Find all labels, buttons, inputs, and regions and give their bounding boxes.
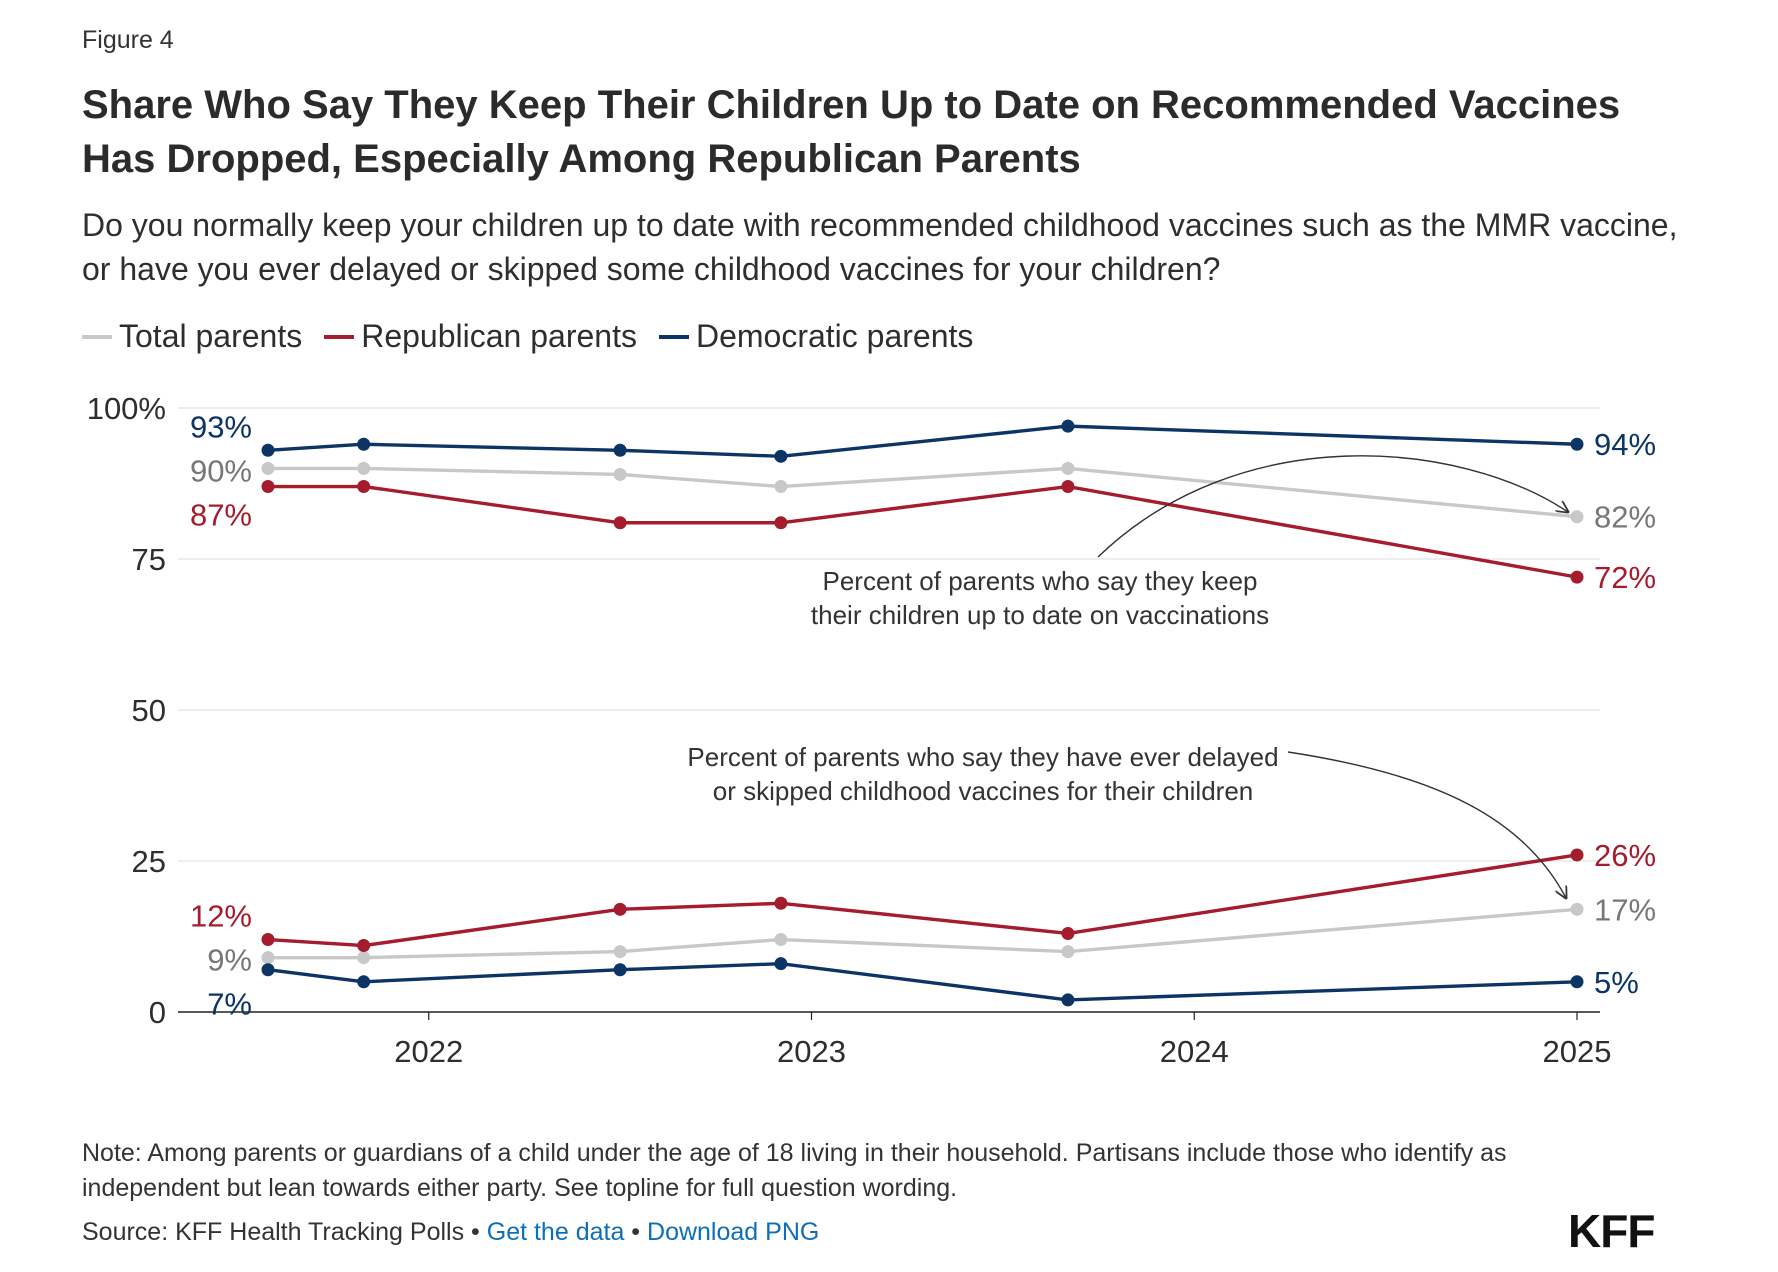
y-tick-label-75: 75	[132, 542, 166, 577]
data-point-up_to_date-republican-5	[1570, 570, 1584, 584]
series-line-delayed-total	[268, 907, 1578, 960]
start-label-up_to_date-total: 90%	[190, 453, 252, 488]
data-point-delayed-republican-5	[1570, 848, 1584, 862]
data-point-up_to_date-total-2	[613, 467, 627, 481]
source-separator-1: •	[464, 1218, 487, 1246]
data-point-up_to_date-democratic-3	[774, 449, 788, 463]
data-point-delayed-total-2	[613, 945, 627, 959]
legend-swatch-total	[82, 334, 112, 339]
chart-subtitle: Do you normally keep your children up to…	[82, 207, 1678, 287]
series-line-up_to_date-democratic	[267, 424, 1578, 459]
data-point-delayed-democratic-3	[774, 957, 788, 971]
data-point-delayed-democratic-0	[261, 963, 275, 977]
series-line-delayed-republican	[267, 853, 1578, 948]
data-point-delayed-republican-1	[357, 939, 371, 953]
data-point-up_to_date-democratic-5	[1570, 437, 1584, 451]
data-point-up_to_date-total-0	[261, 461, 275, 475]
legend-label-total: Total parents	[119, 318, 303, 354]
data-point-up_to_date-republican-3	[774, 516, 788, 530]
data-point-delayed-democratic-2	[613, 963, 627, 977]
end-label-delayed-total: 17%	[1594, 892, 1656, 927]
start-label-up_to_date-republican: 87%	[190, 497, 252, 532]
start-label-up_to_date-democratic: 93%	[190, 409, 252, 444]
data-point-up_to_date-total-4	[1061, 461, 1075, 475]
y-tick-label-50: 50	[132, 693, 166, 728]
series-line-up_to_date-total	[268, 466, 1578, 519]
annotation-arrow-delayed	[1287, 751, 1566, 898]
data-point-delayed-republican-2	[613, 902, 627, 916]
source-text: Source: KFF Health Tracking Polls	[82, 1218, 465, 1246]
x-tick-label-2023: 2023	[777, 1034, 846, 1069]
data-point-delayed-republican-0	[261, 933, 275, 947]
start-label-delayed-democratic: 7%	[207, 987, 252, 1022]
legend: Total parents Republican parents Democra…	[82, 318, 995, 355]
chart-title: Share Who Say They Keep Their Children U…	[82, 83, 1621, 181]
data-point-up_to_date-republican-2	[613, 516, 627, 530]
data-point-up_to_date-democratic-2	[613, 443, 627, 457]
y-tick-label-25: 25	[132, 844, 166, 879]
kff-logo: KFF	[1568, 1205, 1655, 1257]
figure-label: Figure 4	[82, 26, 174, 54]
annotation-delayed-line-0: Percent of parents who say they have eve…	[687, 742, 1278, 772]
source-separator-2: •	[624, 1218, 648, 1246]
x-tick-label-2025: 2025	[1543, 1034, 1612, 1069]
legend-item-democratic: Democratic parents	[658, 318, 974, 355]
series-line-up_to_date-republican	[268, 484, 1578, 579]
series-line-delayed-democratic	[267, 961, 1578, 1002]
legend-swatch-republican	[324, 334, 355, 339]
data-point-up_to_date-democratic-1	[357, 437, 371, 451]
x-tick-label-2022: 2022	[394, 1034, 463, 1069]
annotation-delayed-line-1: or skipped childhood vaccines for their …	[713, 776, 1254, 806]
data-point-up_to_date-democratic-4	[1061, 419, 1075, 433]
data-point-delayed-total-4	[1061, 945, 1075, 959]
data-point-up_to_date-total-1	[357, 461, 371, 475]
data-point-delayed-total-5	[1570, 902, 1584, 916]
data-point-delayed-total-3	[774, 933, 788, 947]
data-point-up_to_date-total-5	[1570, 510, 1584, 524]
start-label-delayed-republican: 12%	[190, 899, 252, 934]
data-point-up_to_date-republican-4	[1061, 480, 1075, 494]
end-label-up_to_date-total: 82%	[1594, 500, 1656, 535]
data-point-delayed-republican-3	[774, 896, 788, 910]
legend-label-democratic: Democratic parents	[695, 318, 974, 354]
source-line: Source: KFF Health Tracking Polls • Get …	[82, 1218, 819, 1247]
data-point-up_to_date-democratic-0	[261, 443, 275, 457]
legend-item-total: Total parents	[82, 318, 302, 355]
legend-swatch-democratic	[658, 334, 689, 339]
legend-label-republican: Republican parents	[361, 318, 637, 354]
data-point-delayed-total-1	[357, 951, 371, 965]
y-tick-label-100: 100%	[87, 391, 166, 426]
annotation-up-to-date-line-1: their children up to date on vaccination…	[811, 600, 1269, 630]
end-label-up_to_date-republican: 72%	[1594, 560, 1656, 595]
annotation-up-to-date-line-0: Percent of parents who say they keep	[822, 566, 1257, 596]
data-point-delayed-republican-4	[1061, 926, 1075, 940]
line-chart: 0 25 50 75 100% 2022 2023 2024 2025 93% 90% 87% 94% 8…	[87, 391, 1656, 1069]
end-label-delayed-republican: 26%	[1594, 838, 1656, 873]
data-point-delayed-democratic-5	[1570, 975, 1584, 989]
legend-item-republican: Republican parents	[324, 318, 637, 355]
download-png-link[interactable]: Download PNG	[647, 1218, 820, 1246]
data-point-up_to_date-republican-1	[357, 480, 371, 494]
end-label-delayed-democratic: 5%	[1594, 965, 1639, 1000]
data-point-up_to_date-republican-0	[261, 480, 275, 494]
data-point-delayed-total-0	[261, 951, 275, 965]
y-tick-label-0: 0	[149, 995, 166, 1030]
annotation-arrow-up-to-date	[1097, 455, 1568, 558]
data-point-up_to_date-total-3	[774, 480, 788, 494]
chart-note: Note: Among parents or guardians of a ch…	[82, 1139, 1507, 1202]
data-point-delayed-democratic-4	[1061, 993, 1075, 1007]
data-point-delayed-democratic-1	[357, 975, 371, 989]
get-data-link[interactable]: Get the data	[486, 1218, 625, 1246]
x-tick-label-2024: 2024	[1160, 1034, 1229, 1069]
end-label-up_to_date-democratic: 94%	[1594, 427, 1656, 462]
start-label-delayed-total: 9%	[207, 943, 252, 978]
